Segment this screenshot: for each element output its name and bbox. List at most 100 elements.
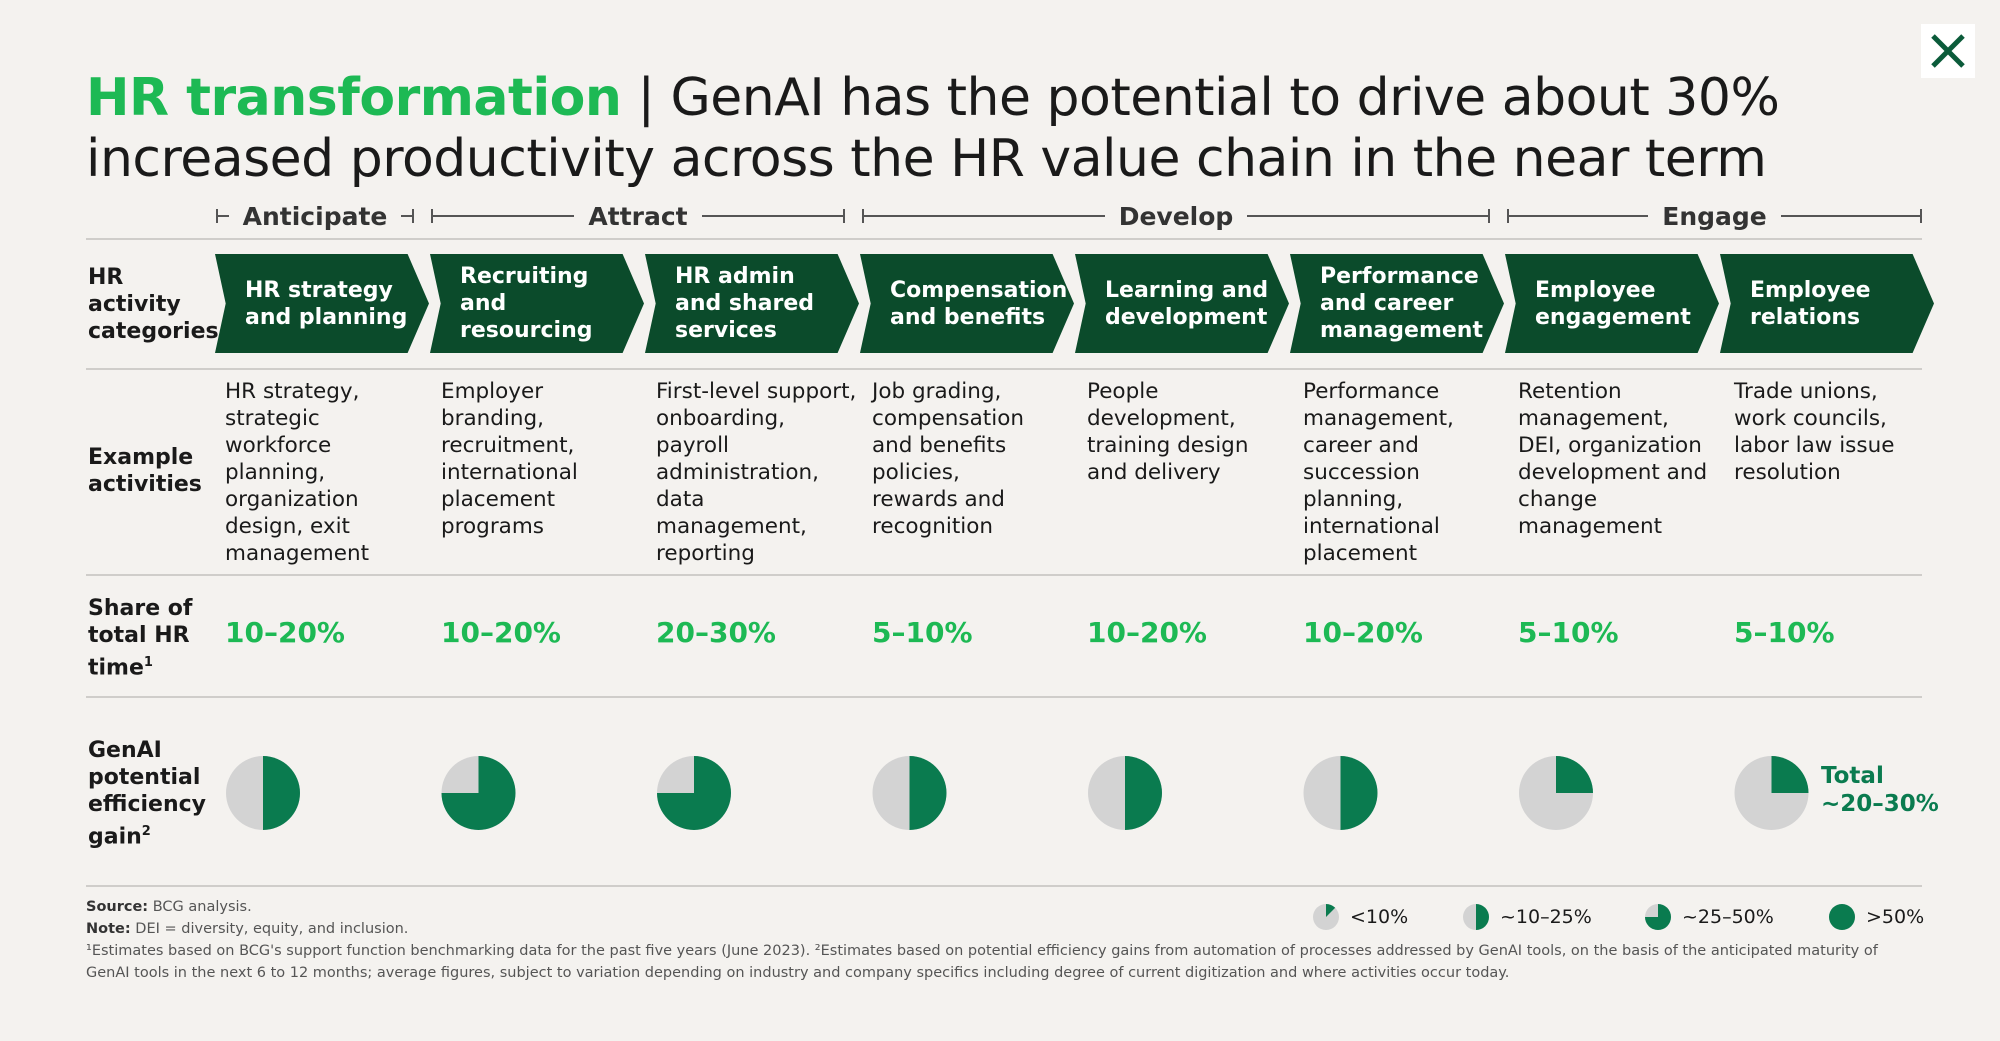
share-value: 5–10% — [1734, 616, 1835, 649]
category-chevron: HR strategy and planning — [215, 254, 429, 353]
phase-develop: Develop — [862, 201, 1491, 231]
legend-pie-icon — [1313, 904, 1339, 930]
category-label: Performance and career management — [1320, 264, 1483, 343]
share-value: 5–10% — [872, 616, 973, 649]
category-label: Compensation and benefits — [890, 277, 1068, 330]
row-label-gain-text: GenAI potential efficiency gain — [88, 738, 207, 850]
legend-pie — [1463, 904, 1489, 930]
activity-text: Job grading, compensation and benefits p… — [872, 379, 1024, 539]
category-chevron: Employee relations — [1720, 254, 1934, 353]
total-label: Total — [1821, 763, 1884, 789]
legend-pie-icon — [1829, 904, 1855, 930]
pie-slice — [1829, 904, 1855, 930]
pie-slice — [263, 756, 300, 830]
row-label-gain: GenAI potential efficiency gain2 — [88, 737, 218, 850]
close-button[interactable] — [1921, 24, 1975, 78]
total-value: ~20–30% — [1821, 791, 1939, 817]
pie-background — [1303, 756, 1378, 830]
pie-background — [441, 756, 516, 830]
pie-background — [872, 756, 947, 830]
pie-slice — [441, 756, 516, 830]
legend-item: ~25–50% — [1644, 903, 1774, 931]
legend-pie — [1829, 904, 1855, 930]
legend-label: >50% — [1866, 906, 1925, 928]
pie-background — [226, 756, 300, 830]
row-label-categories: HR activity categories — [88, 265, 219, 344]
share-value: 10–20% — [1303, 616, 1423, 649]
row-label-share: Share of total HR time1 — [88, 595, 198, 681]
activity-text: Retention management, DEI, organization … — [1518, 379, 1708, 539]
category-label: Employee engagement — [1535, 277, 1691, 330]
pie-background — [657, 756, 731, 830]
divider — [86, 368, 1922, 370]
efficiency-pie — [657, 756, 731, 830]
share-value: 10–20% — [441, 616, 561, 649]
legend-label: ~25–50% — [1682, 906, 1774, 928]
legend-pie-icon — [1463, 904, 1489, 930]
close-icon — [1931, 34, 1965, 68]
footnote-marker: 2 — [141, 824, 151, 839]
phase-label: Engage — [1662, 201, 1767, 231]
source-line: Source: BCG analysis. — [86, 896, 1916, 918]
row-label-share-text: Share of total HR time — [88, 596, 193, 681]
phase-engage: Engage — [1507, 201, 1922, 231]
pie-slice — [1326, 904, 1336, 917]
activity-text: HR strategy, strategic workforce plannin… — [225, 379, 370, 566]
activity-text: Trade unions, work councils, labor law i… — [1734, 379, 1895, 485]
footnote-marker: 1 — [143, 655, 153, 670]
divider — [86, 885, 1922, 887]
category-label: Recruiting and resourcing — [460, 264, 593, 343]
efficiency-pie — [1088, 756, 1162, 830]
phase-label: Anticipate — [242, 201, 388, 231]
row-label-activities: Example activities — [88, 445, 202, 497]
source-label: Source: — [86, 899, 149, 915]
efficiency-pie — [226, 756, 300, 830]
phase-anticipate: Anticipate — [216, 201, 415, 231]
share-value: 5–10% — [1518, 616, 1619, 649]
category-label: Employee relations — [1750, 277, 1871, 330]
pie-slice — [1125, 756, 1162, 830]
divider — [86, 238, 1922, 240]
category-chevron: Learning and development — [1075, 254, 1289, 353]
page-title: HR transformation | GenAI has the potent… — [86, 68, 1906, 190]
total-gain: Total ~20–30% — [1821, 762, 1939, 818]
divider — [86, 574, 1922, 576]
efficiency-pie — [441, 756, 516, 830]
pie-slice — [1645, 904, 1671, 930]
source-text: BCG analysis. — [152, 899, 252, 915]
activity-text: Performance management, career and succe… — [1303, 379, 1454, 566]
pie-background — [1088, 756, 1162, 830]
title-main: GenAI has the potential to drive about 3… — [86, 68, 1780, 189]
note-text: DEI = diversity, equity, and inclusion. — [135, 921, 409, 937]
pie-slice — [1556, 756, 1593, 793]
category-label: HR strategy and planning — [245, 277, 408, 330]
legend-pie-icon — [1645, 904, 1671, 930]
legend-pie — [1313, 904, 1339, 930]
share-value: 10–20% — [225, 616, 345, 649]
category-chevron: HR admin and shared services — [645, 254, 859, 353]
efficiency-pie — [872, 756, 947, 830]
pie-slice — [1476, 904, 1489, 930]
legend-item: <10% — [1312, 903, 1408, 931]
legend-item: ~10–25% — [1462, 903, 1592, 931]
phase-label: Develop — [1118, 201, 1234, 231]
pie-background — [1734, 756, 1809, 830]
activity-text: People development, training design and … — [1087, 379, 1249, 485]
share-value: 10–20% — [1087, 616, 1207, 649]
phase-attract: Attract — [431, 201, 845, 231]
category-chevron: Employee engagement — [1505, 254, 1719, 353]
title-accent: HR transformation — [86, 68, 622, 128]
divider — [86, 696, 1922, 698]
footer-notes: Source: BCG analysis. Note: DEI = divers… — [86, 896, 1916, 984]
legend-label: ~10–25% — [1500, 906, 1592, 928]
activity-text: First-level support, onboarding, payroll… — [656, 379, 857, 566]
footnotes-text: ¹Estimates based on BCG's support functi… — [86, 943, 1878, 981]
share-value: 20–30% — [656, 616, 776, 649]
pie-slice — [1771, 756, 1809, 793]
category-chevron: Recruiting and resourcing — [430, 254, 644, 353]
category-label: Learning and development — [1105, 277, 1269, 330]
phase-label: Attract — [588, 201, 688, 231]
legend-label: <10% — [1350, 906, 1409, 928]
legend-item: >50% — [1828, 903, 1924, 931]
pie-slice — [1340, 756, 1378, 830]
